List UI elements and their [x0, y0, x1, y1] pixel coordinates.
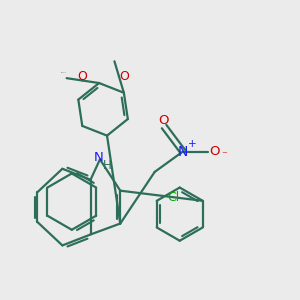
- Text: O: O: [209, 145, 220, 158]
- Text: N: N: [178, 145, 188, 159]
- Text: +: +: [188, 139, 197, 149]
- Text: ⁻: ⁻: [221, 150, 227, 160]
- Text: O: O: [119, 70, 129, 83]
- Text: Cl: Cl: [167, 191, 179, 204]
- Text: O: O: [77, 70, 87, 83]
- Text: H: H: [102, 159, 111, 172]
- Text: methoxy: methoxy: [61, 72, 67, 74]
- Text: N: N: [94, 151, 103, 164]
- Text: O: O: [158, 114, 169, 128]
